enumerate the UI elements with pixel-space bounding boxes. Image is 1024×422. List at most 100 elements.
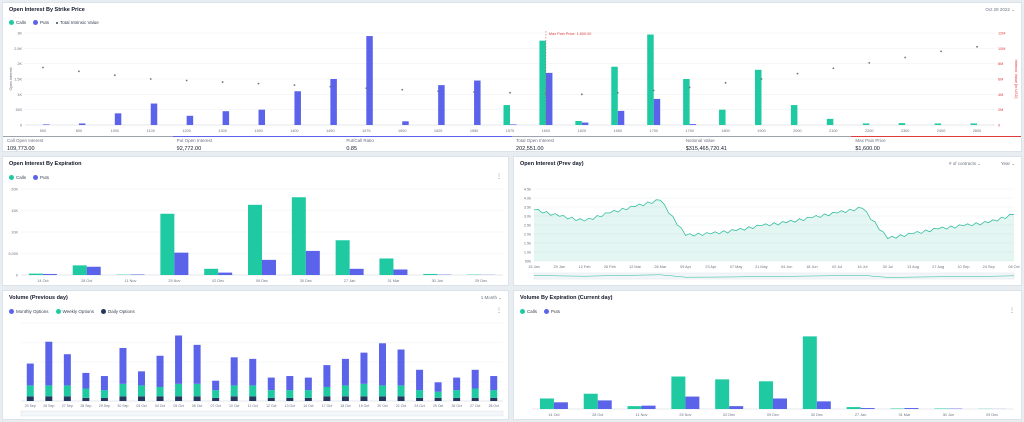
bar-puts: [510, 124, 517, 125]
bar-weekly: [82, 388, 90, 398]
bar-puts: [130, 274, 145, 275]
stat-put-call-ratio: Put/Call Ratio 0.85: [342, 136, 513, 151]
bar-weekly: [304, 390, 312, 398]
legend-item-monthly[interactable]: Monthly Options: [9, 309, 49, 314]
total-value-point: [796, 72, 799, 75]
total-value-point: [42, 66, 44, 69]
bar-calls: [423, 273, 438, 275]
legend-item-calls[interactable]: Calls: [520, 309, 537, 314]
x-tick-label: 28 Sep: [80, 404, 91, 408]
stat-label: Notional Value: [685, 138, 715, 143]
area-fill: [534, 199, 1014, 261]
x-tick-label: 14 Oct: [303, 404, 313, 408]
x-tick-label: 06 Oct: [192, 404, 202, 408]
x-tick-label: 500: [40, 129, 46, 133]
bar-calls: [503, 105, 510, 125]
bar-monthly: [323, 365, 331, 387]
x-tick-label: 15 Jan: [528, 265, 539, 269]
legend-item-daily[interactable]: Daily Options: [100, 309, 135, 314]
volume-expiry-panel: Volume By Expiration (Current day) ⋮ Cal…: [513, 290, 1022, 420]
bar-puts: [114, 113, 122, 125]
legend-item-calls[interactable]: Calls: [9, 175, 26, 180]
x-tick-label: 05 Oct: [173, 404, 183, 408]
bar-calls: [898, 123, 906, 125]
x-tick-label: 25 Nov: [168, 279, 180, 283]
legend-item-puts[interactable]: Puts: [544, 309, 560, 314]
total-value-point: [868, 62, 871, 64]
x-tick-label: 30 Jul: [883, 265, 893, 269]
legend-puts-label: Puts: [40, 175, 50, 180]
x-tick-label: 10 Sep: [957, 265, 969, 269]
oi-strike-chart: 0 0 500 2M 1K 4M 1.5K 6M 2K 8M 2.5K 10M 3K 12M Open In…: [9, 31, 1018, 133]
more-menu-icon[interactable]: ⋮: [1009, 308, 1015, 314]
x-tick-label: 20 Oct: [377, 404, 387, 408]
stat-max-pain: Max Pain Price $1,600.00: [851, 136, 1021, 151]
bar-weekly: [267, 390, 275, 398]
legend-item-puts[interactable]: Puts: [33, 20, 49, 25]
bar-daily: [63, 396, 71, 401]
bar-weekly: [286, 390, 294, 398]
bar-monthly: [63, 354, 71, 386]
bar-weekly: [138, 385, 145, 397]
y-tick-label: 10K: [11, 231, 18, 235]
legend-item-weekly[interactable]: Weekly Options: [55, 309, 94, 314]
oi-day-unit-label: # of contracts: [948, 161, 976, 166]
y-right-tick-label: 12M: [998, 32, 1005, 36]
oi-strike-title: Open Interest By Strike Price: [9, 7, 85, 13]
stats-bar: Call Open Interest 109,773.00 Put Open In…: [3, 136, 1021, 152]
total-value-point: [257, 82, 260, 85]
x-tick-label: 13 Aug: [907, 265, 919, 269]
x-tick-label: 800: [76, 129, 82, 133]
x-tick-label: 26 Mar: [654, 265, 667, 269]
x-tick-label: 1300: [218, 129, 226, 133]
bar-calls: [671, 376, 686, 409]
x-tick-label: 07 Oct: [210, 404, 220, 408]
x-tick-label: 02 Jul: [832, 265, 842, 269]
volume-range-select[interactable]: 1 Month ⌄: [481, 295, 502, 301]
total-value-point: [293, 84, 296, 87]
oi-day-range-select[interactable]: Year ⌄: [1001, 161, 1015, 167]
bar-calls: [204, 268, 219, 275]
x-tick-label: 25 Nov: [679, 413, 691, 417]
x-tick-label: 09 Dec: [256, 279, 268, 283]
legend-monthly-label: Monthly Options: [16, 309, 49, 314]
stat-value: 109,773.00: [7, 146, 35, 152]
legend-item-total[interactable]: Total Intrinsic Value: [56, 20, 99, 25]
total-value-point: [580, 93, 583, 96]
bar-puts: [653, 98, 661, 125]
bar-monthly: [360, 352, 368, 384]
bar-weekly: [453, 390, 461, 398]
bar-calls: [790, 105, 798, 125]
volume-expiry-title: Volume By Expiration (Current day): [520, 295, 613, 301]
y-tick-label: 0: [16, 274, 18, 278]
bar-calls: [846, 407, 861, 409]
x-tick-label: 27 Oct: [470, 404, 480, 408]
oi-day-unit-select[interactable]: # of contracts ⌄: [949, 161, 981, 167]
stat-label: Call Open Interest: [7, 138, 44, 143]
bar-daily: [267, 397, 275, 401]
x-tick-label: 11 Nov: [636, 413, 648, 417]
legend-item-calls[interactable]: Calls: [9, 20, 26, 25]
bar-puts: [685, 396, 700, 409]
bar-monthly: [175, 335, 183, 384]
y-right-tick-label: 6M: [998, 78, 1003, 82]
x-tick-label: 29 Jan: [554, 265, 565, 269]
y-tick-label: 2K: [17, 62, 22, 66]
more-menu-icon[interactable]: ⋮: [496, 308, 502, 314]
bar-weekly: [471, 388, 479, 398]
bar-daily: [100, 397, 108, 401]
oi-strike-date-select[interactable]: Oct 28 2022 ⌄: [985, 7, 1015, 13]
x-tick-label: 04 Oct: [155, 404, 165, 408]
bar-weekly: [379, 385, 386, 397]
y-tick-label: 15K: [11, 209, 18, 213]
bar-calls: [611, 66, 618, 125]
bar-weekly: [341, 385, 349, 397]
bar-monthly: [212, 380, 220, 391]
legend-daily-label: Daily Options: [107, 309, 135, 314]
x-tick-label: 1600: [542, 129, 550, 133]
bar-calls: [539, 398, 554, 409]
legend-item-puts[interactable]: Puts: [33, 175, 49, 180]
more-menu-icon[interactable]: ⋮: [496, 174, 502, 180]
volume-prev-legend: Monthly Options Weekly Options Daily Opt…: [9, 309, 135, 314]
bar-puts: [330, 79, 337, 125]
